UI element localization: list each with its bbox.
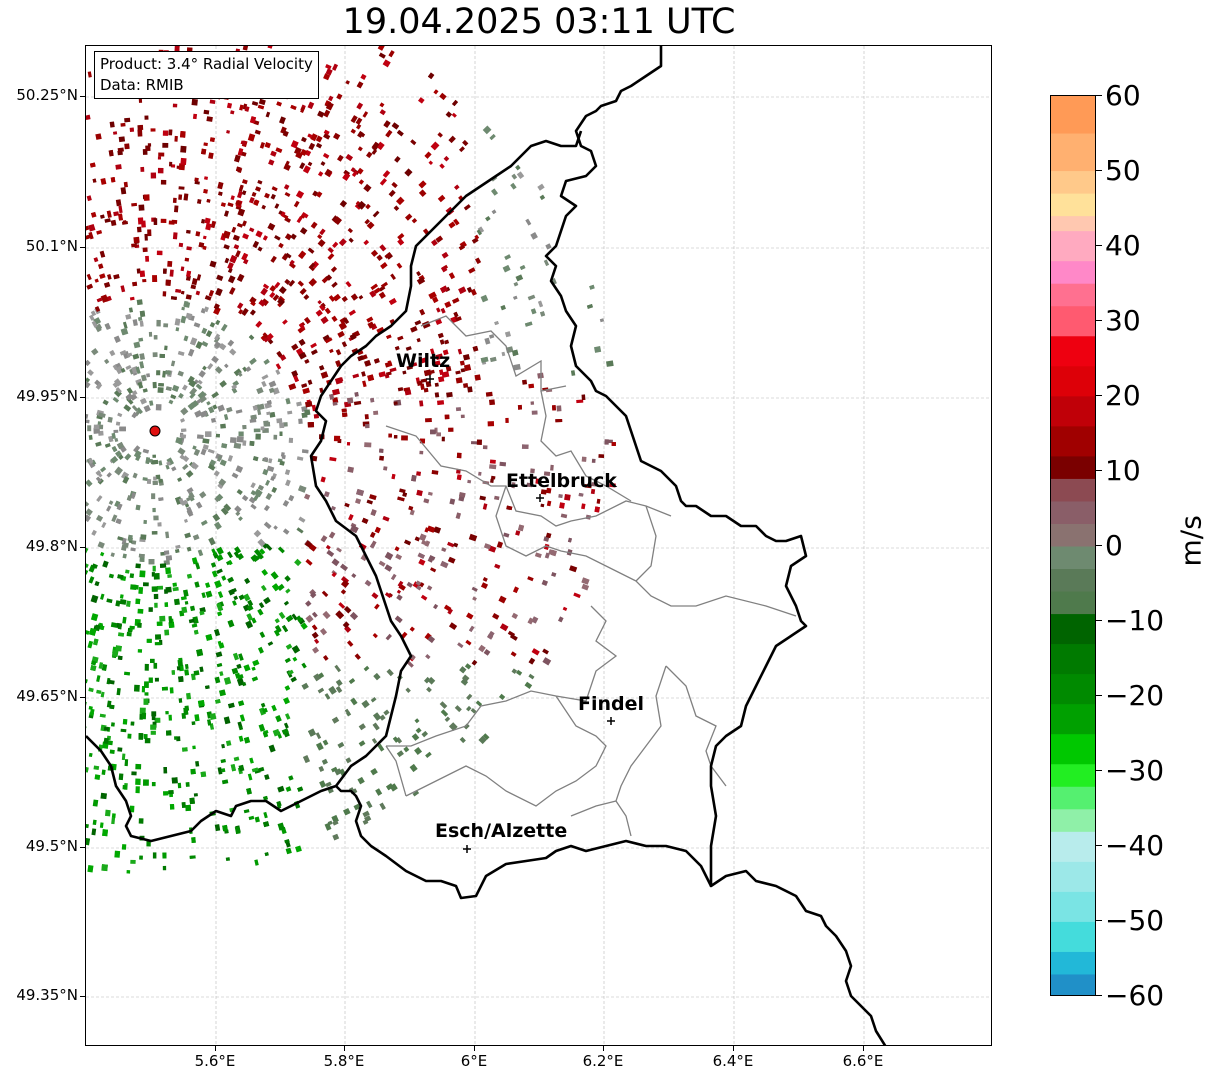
colorbar-label: 10 <box>1105 454 1141 487</box>
city-label-findel: Findel <box>578 693 645 715</box>
lat-label: 50.25°N <box>16 86 78 104</box>
lon-tick <box>603 1046 604 1051</box>
colorbar-tick <box>1096 620 1102 621</box>
radar-echoes <box>86 46 616 874</box>
lat-label: 50.1°N <box>25 237 78 255</box>
lat-label: 49.5°N <box>25 837 78 855</box>
colorbar-tick <box>1096 545 1102 546</box>
cantonal-borders <box>385 315 797 837</box>
lon-tick <box>344 1046 345 1051</box>
lon-label: 5.6°E <box>194 1052 236 1070</box>
radar-map <box>85 45 992 1046</box>
map-title: 19.04.2025 03:11 UTC <box>342 2 736 42</box>
lat-label: 49.95°N <box>16 387 78 405</box>
city-markers <box>426 375 615 853</box>
data-source-label: Data: RMIB <box>100 76 184 94</box>
map-canvas <box>86 46 991 1045</box>
lat-tick <box>80 96 85 97</box>
colorbar-label: 50 <box>1105 154 1141 187</box>
city-label-ettelbruck: Ettelbruck <box>506 470 617 492</box>
lon-tick <box>215 1046 216 1051</box>
colorbar-tick <box>1096 845 1102 846</box>
colorbar-tick <box>1096 395 1102 396</box>
lon-label: 5.8°E <box>323 1052 365 1070</box>
lon-tick <box>733 1046 734 1051</box>
colorbar-label: −20 <box>1105 679 1165 712</box>
colorbar-tick <box>1096 320 1102 321</box>
lat-tick <box>80 397 85 398</box>
city-label-esch-alzette: Esch/Alzette <box>435 820 568 842</box>
velocity-colorbar <box>1050 95 1096 996</box>
colorbar-label: 0 <box>1105 529 1123 562</box>
radar-site-marker <box>149 425 161 437</box>
colorbar-label: −30 <box>1105 754 1165 787</box>
lon-label: 6°E <box>460 1052 488 1070</box>
colorbar-tick <box>1096 95 1102 96</box>
lat-label: 49.65°N <box>16 687 78 705</box>
lon-label: 6.4°E <box>712 1052 754 1070</box>
colorbar-unit-label: m/s <box>1174 515 1207 567</box>
city-label-wiltz: Wiltz <box>396 350 451 372</box>
product-info-box: Product: 3.4° Radial Velocity Data: RMIB <box>94 51 319 99</box>
lat-tick <box>80 697 85 698</box>
colorbar-label: 30 <box>1105 304 1141 337</box>
lon-tick <box>474 1046 475 1051</box>
colorbar-label: 20 <box>1105 379 1141 412</box>
colorbar-label: −40 <box>1105 829 1165 862</box>
lat-label: 49.8°N <box>25 537 78 555</box>
colorbar-label: 60 <box>1105 79 1141 112</box>
lat-label: 49.35°N <box>16 986 78 1004</box>
colorbar-tick <box>1096 170 1102 171</box>
national-borders <box>86 46 887 1045</box>
lat-tick <box>80 247 85 248</box>
colorbar-tick <box>1096 920 1102 921</box>
colorbar-label: −60 <box>1105 979 1165 1012</box>
colorbar-tick <box>1096 695 1102 696</box>
colorbar-label: 40 <box>1105 229 1141 262</box>
colorbar-label: −10 <box>1105 604 1165 637</box>
colorbar-tick <box>1096 995 1102 996</box>
lon-label: 6.6°E <box>842 1052 884 1070</box>
lon-label: 6.2°E <box>582 1052 624 1070</box>
lat-tick <box>80 547 85 548</box>
gridlines <box>86 46 991 1045</box>
colorbar-tick <box>1096 770 1102 771</box>
colorbar-label: −50 <box>1105 904 1165 937</box>
colorbar-tick <box>1096 245 1102 246</box>
lat-tick <box>80 996 85 997</box>
lat-tick <box>80 847 85 848</box>
lon-tick <box>863 1046 864 1051</box>
colorbar-tick <box>1096 470 1102 471</box>
colorbar-gradient <box>1051 96 1095 995</box>
product-label: Product: 3.4° Radial Velocity <box>100 55 313 73</box>
